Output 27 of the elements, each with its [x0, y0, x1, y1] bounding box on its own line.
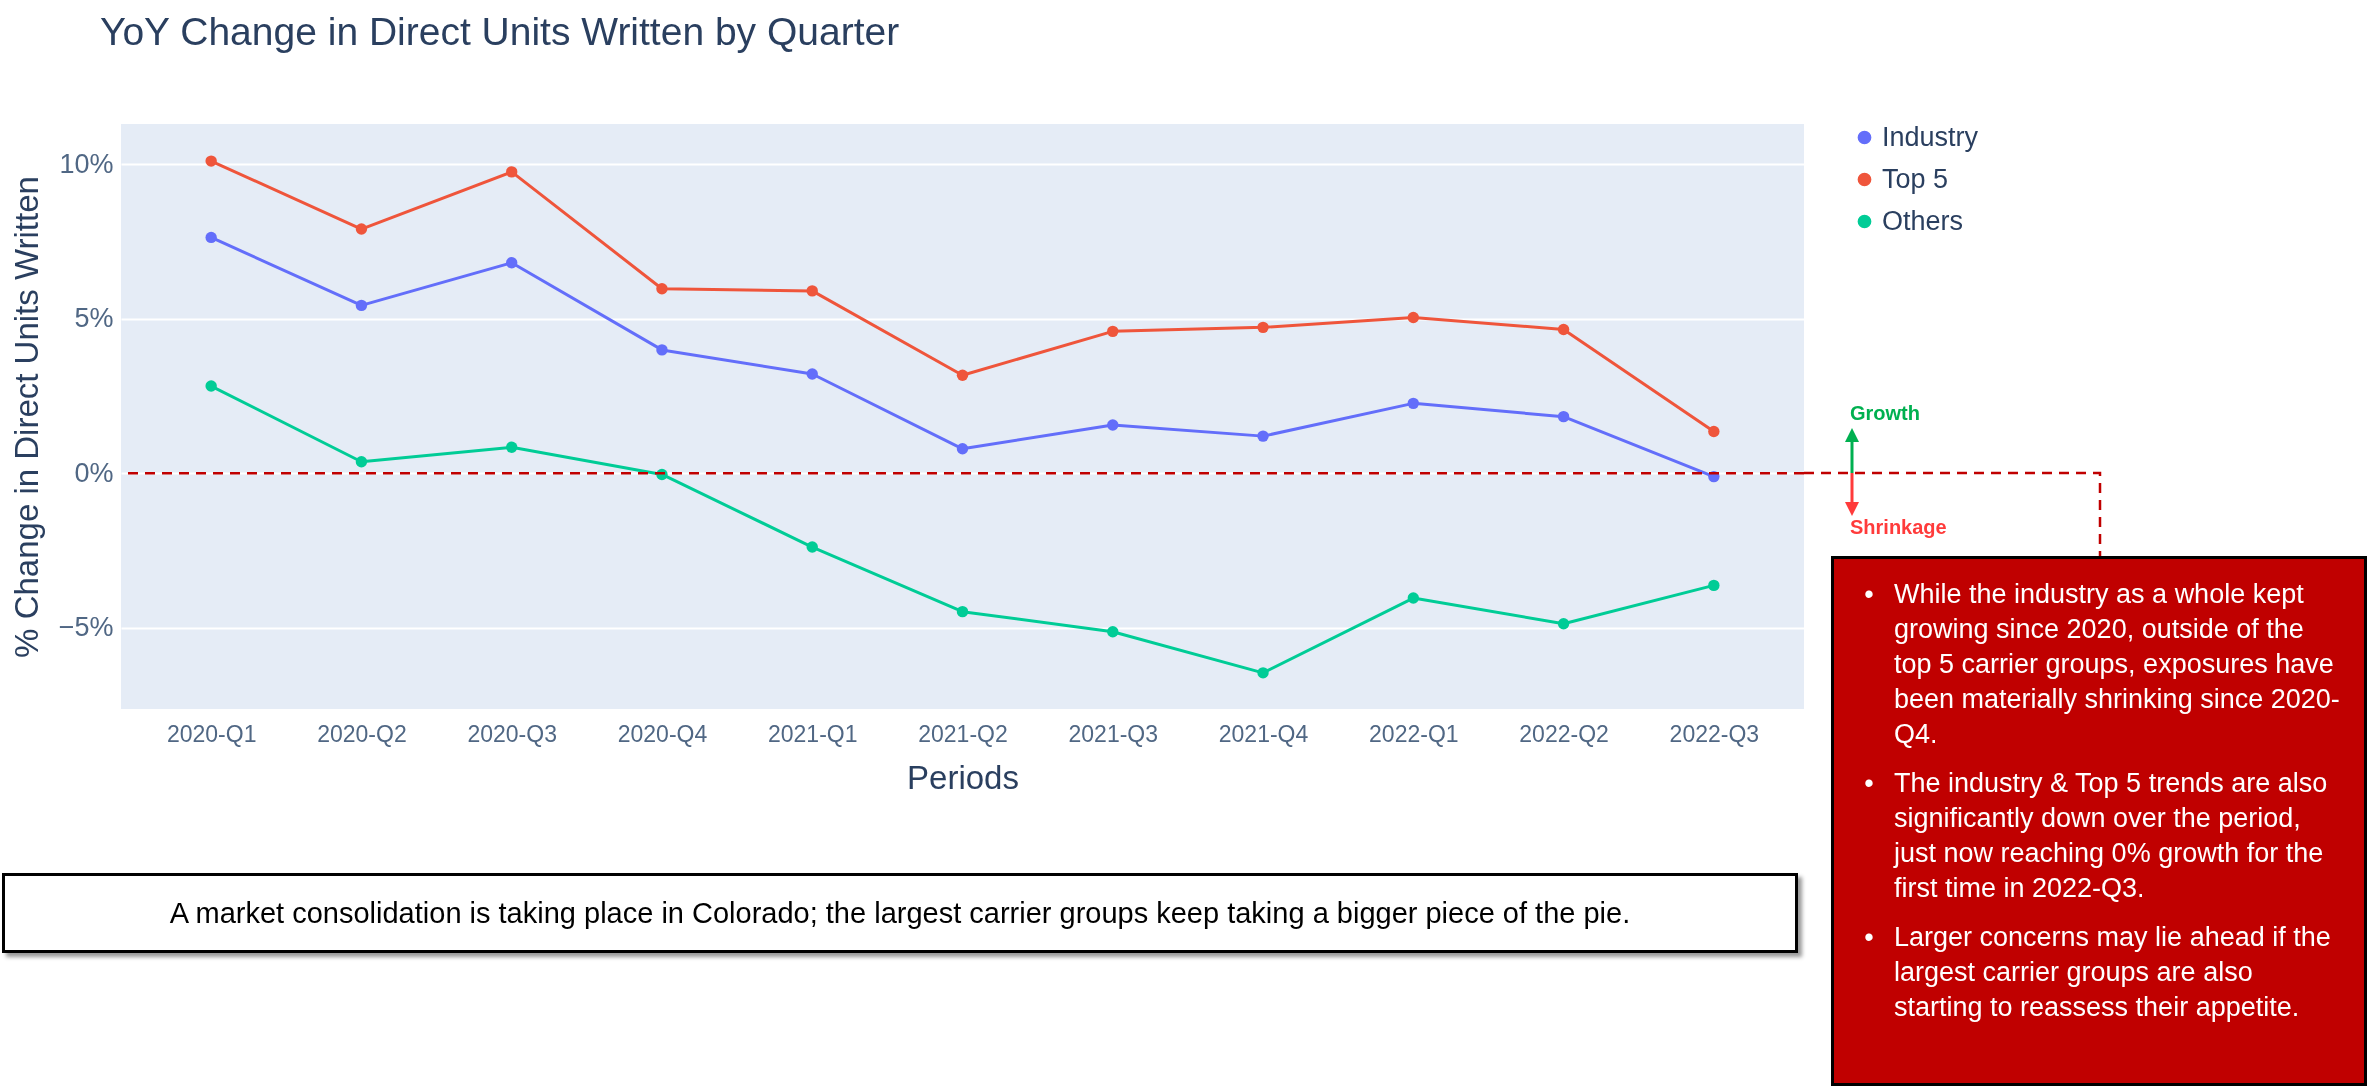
x-tick-label: 2021-Q2: [918, 720, 1008, 747]
y-tick-label: 10%: [59, 148, 114, 179]
text: • The industry & Top 5 trends are also significantly down over the period, just now reaching 0% growth for the first time in 2022-Q3.: [1863, 767, 2329, 905]
x-tick-label: 2020-Q4: [617, 720, 708, 747]
legend-label: Others: [1882, 205, 1964, 236]
text: Shrinkage: [1850, 516, 1947, 539]
x-tick-label: 2022-Q1: [1369, 720, 1459, 747]
text: Growth: [1850, 402, 1920, 425]
chart-title: YoY Change in Direct Units Written by Quarter: [100, 10, 900, 54]
y-tick-label: 5%: [74, 303, 114, 334]
y-tick-label: 0%: [74, 457, 114, 488]
y-axis-title: % Change in Direct Units Written: [7, 176, 45, 658]
x-axis-title: Periods: [907, 758, 1019, 796]
legend-label: Top 5: [1882, 163, 1949, 194]
text: • While the industry as a whole kept growing since 2020, outside of the top 5 carrier groups, exposures have been materially shrinking since 2020-Q4.: [1863, 578, 2341, 751]
x-tick-label: 2021-Q4: [1218, 720, 1309, 747]
legend-label: Industry: [1882, 121, 1979, 152]
x-tick-label: 2020-Q2: [317, 720, 407, 747]
x-tick-label: 2021-Q1: [767, 720, 858, 747]
y-tick-label: −5%: [58, 612, 114, 643]
x-tick-label: 2022-Q2: [1519, 720, 1609, 747]
x-tick-label: 2020-Q1: [166, 720, 257, 747]
text: • Larger concerns may lie ahead if the largest carrier groups are also starting to reassess their appetite.: [1863, 921, 2332, 1024]
text: A market consolidation is taking place in Colorado; the largest carrier groups keep taking a bigger piece of the pie.: [2, 873, 1798, 953]
x-tick-label: 2021-Q3: [1068, 720, 1159, 747]
x-tick-label: 2022-Q3: [1669, 720, 1760, 747]
x-tick-label: 2020-Q3: [467, 720, 557, 747]
